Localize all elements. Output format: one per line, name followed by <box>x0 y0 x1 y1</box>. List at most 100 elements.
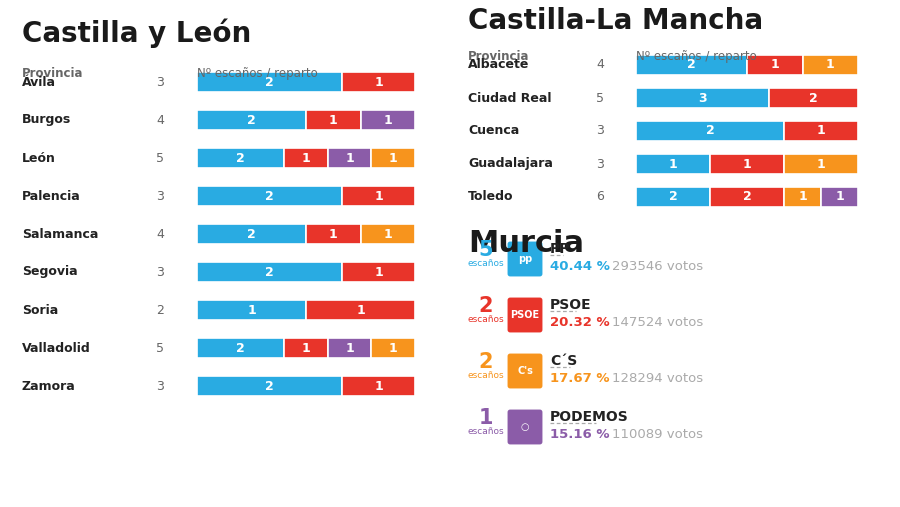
Bar <box>710 154 784 174</box>
Text: 128294 votos: 128294 votos <box>612 372 703 384</box>
Text: Ávila: Ávila <box>22 76 56 89</box>
Bar <box>306 110 361 130</box>
Bar <box>636 154 710 174</box>
Text: 1: 1 <box>328 114 338 127</box>
Text: 1: 1 <box>383 228 392 240</box>
Text: León: León <box>22 152 56 164</box>
Text: 1: 1 <box>742 158 752 170</box>
Bar <box>361 110 415 130</box>
Bar <box>636 187 710 207</box>
Text: 1: 1 <box>479 408 493 428</box>
Text: 1: 1 <box>374 380 383 392</box>
Text: 2: 2 <box>706 125 715 137</box>
Text: escaños: escaños <box>468 427 504 437</box>
Text: PSOE: PSOE <box>510 310 540 320</box>
Bar <box>784 121 858 141</box>
Text: 1: 1 <box>346 152 354 164</box>
Text: 2: 2 <box>236 342 245 354</box>
Bar <box>636 88 770 108</box>
Text: PODEMOS: PODEMOS <box>550 410 629 424</box>
Text: 3: 3 <box>156 266 164 278</box>
Text: Castilla-La Mancha: Castilla-La Mancha <box>468 7 763 35</box>
Bar <box>803 55 858 75</box>
Bar <box>710 187 784 207</box>
Text: escaños: escaños <box>468 315 504 324</box>
Text: 3: 3 <box>596 158 604 170</box>
Text: 5: 5 <box>156 342 164 354</box>
Text: 5: 5 <box>156 152 164 164</box>
Text: Nº escaños / reparto: Nº escaños / reparto <box>636 50 757 63</box>
Text: 4: 4 <box>156 228 164 240</box>
Text: 3: 3 <box>156 380 164 392</box>
Text: Palencia: Palencia <box>22 190 81 202</box>
Bar <box>197 376 342 396</box>
Text: 20.32 %: 20.32 % <box>550 315 609 329</box>
Text: 1: 1 <box>669 158 678 170</box>
Text: 1: 1 <box>374 190 383 202</box>
Bar <box>784 187 821 207</box>
Text: 3: 3 <box>156 76 164 89</box>
Bar <box>197 148 284 168</box>
Text: Burgos: Burgos <box>22 114 71 127</box>
Text: Guadalajara: Guadalajara <box>468 158 553 170</box>
Bar <box>197 262 342 282</box>
Text: 2: 2 <box>809 91 818 104</box>
Text: 1: 1 <box>389 152 398 164</box>
Text: 4: 4 <box>156 114 164 127</box>
Text: Zamora: Zamora <box>22 380 76 392</box>
Bar <box>197 186 342 206</box>
Text: ○: ○ <box>521 422 529 432</box>
Text: 1: 1 <box>835 191 844 203</box>
Text: 1: 1 <box>816 158 825 170</box>
Text: Segovia: Segovia <box>22 266 77 278</box>
Text: 1: 1 <box>826 58 834 71</box>
FancyBboxPatch shape <box>507 409 543 445</box>
Text: 2: 2 <box>479 352 493 372</box>
Text: 40.44 %: 40.44 % <box>550 260 610 272</box>
Text: 2: 2 <box>266 266 274 278</box>
Bar <box>197 338 284 358</box>
Text: 2: 2 <box>742 191 752 203</box>
Bar <box>197 300 306 320</box>
Text: 1: 1 <box>248 304 256 316</box>
Bar <box>342 262 415 282</box>
Bar <box>306 300 415 320</box>
Bar <box>342 376 415 396</box>
FancyBboxPatch shape <box>507 241 543 277</box>
Text: Provincia: Provincia <box>22 67 84 80</box>
Bar <box>197 110 306 130</box>
Text: Valladolid: Valladolid <box>22 342 91 354</box>
Text: C´S: C´S <box>550 354 577 368</box>
FancyBboxPatch shape <box>507 297 543 333</box>
Text: Salamanca: Salamanca <box>22 228 98 240</box>
Text: PP: PP <box>550 242 571 256</box>
Text: 1: 1 <box>374 76 383 89</box>
Text: 2: 2 <box>266 190 274 202</box>
Text: 4: 4 <box>596 58 604 71</box>
Text: 2: 2 <box>266 380 274 392</box>
Text: 15.16 %: 15.16 % <box>550 427 609 441</box>
Text: 293546 votos: 293546 votos <box>612 260 703 272</box>
Text: 2: 2 <box>687 58 696 71</box>
Bar <box>342 186 415 206</box>
Bar <box>821 187 858 207</box>
Bar <box>372 338 415 358</box>
Bar <box>372 148 415 168</box>
Bar <box>306 224 361 244</box>
Text: 1: 1 <box>356 304 365 316</box>
Text: 1: 1 <box>389 342 398 354</box>
Text: Albacete: Albacete <box>468 58 529 71</box>
Text: 1: 1 <box>328 228 338 240</box>
Text: 3: 3 <box>596 125 604 137</box>
Text: 110089 votos: 110089 votos <box>612 427 703 441</box>
Text: 147524 votos: 147524 votos <box>612 315 703 329</box>
Text: 3: 3 <box>698 91 706 104</box>
Text: Toledo: Toledo <box>468 191 514 203</box>
Text: 1: 1 <box>302 342 310 354</box>
Bar <box>197 224 306 244</box>
Text: 2: 2 <box>479 296 493 316</box>
Bar <box>361 224 415 244</box>
Bar <box>747 55 803 75</box>
Bar <box>328 338 372 358</box>
Text: 5: 5 <box>479 240 493 260</box>
